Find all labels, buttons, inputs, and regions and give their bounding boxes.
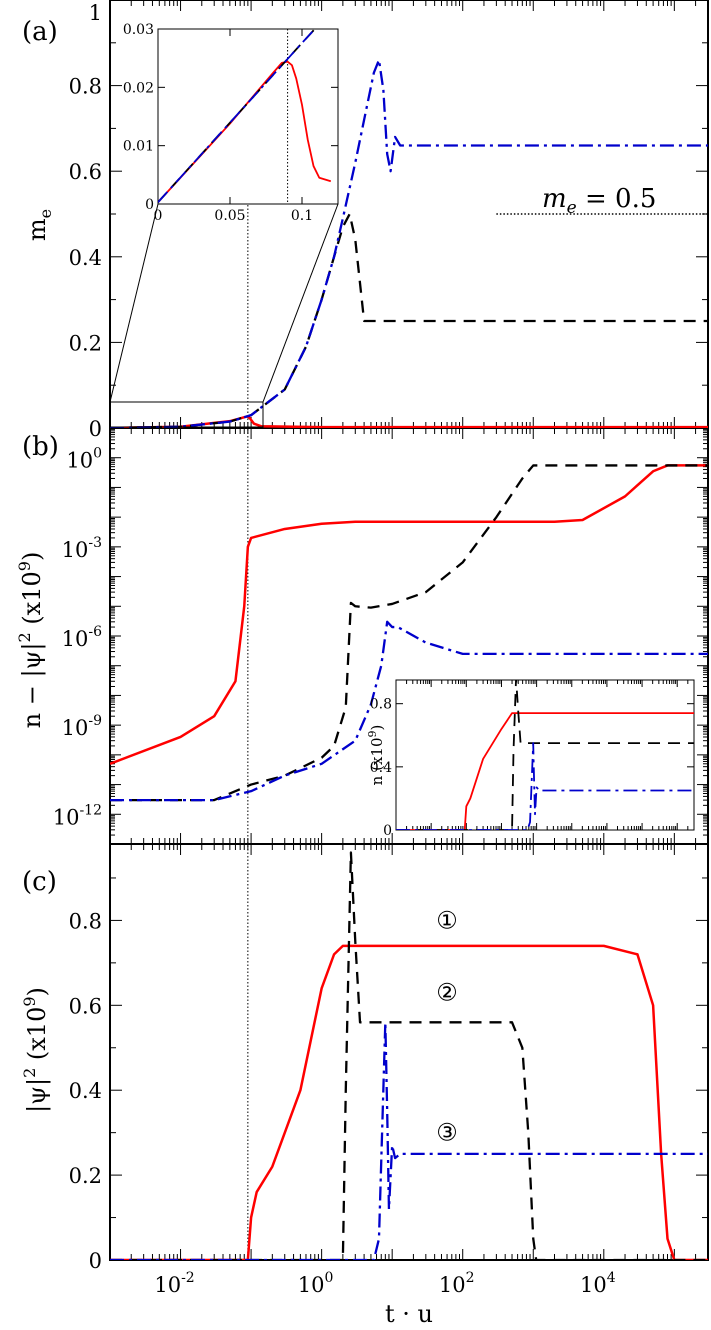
- panel-a-series-1: [110, 415, 708, 428]
- panel-a-series-2: [110, 212, 708, 428]
- panel-b-series-2: [110, 464, 708, 802]
- inset-a-series: [158, 29, 332, 203]
- panel-b-inset: 0 0.4 0.8 n (x109): [366, 679, 695, 839]
- panel-c-tag: (c): [22, 867, 57, 897]
- inset-b-ticks: 0 0.4 0.8: [370, 680, 695, 839]
- panel-b-tag: (b): [22, 432, 59, 462]
- panel-b-ylabel: n − |ψ|2 (x109): [15, 552, 47, 729]
- inset-b-y-tick-label: 0.8: [370, 697, 392, 713]
- curve-label-3: ③: [436, 1119, 458, 1147]
- panel-b-y-tick-label-1: 10-9: [62, 713, 102, 740]
- panel-c-series-1: [110, 944, 708, 1260]
- x-tick-label-2: 102: [439, 1270, 475, 1297]
- panel-b-y-tick-label-2: 10-6: [62, 624, 102, 651]
- inset-a-x-tick-label: 0.1: [291, 208, 313, 224]
- inset-a-y-tick-label: 0: [145, 197, 154, 213]
- inset-a-ticks: 0 0.05 0.1 0 0.01 0.02 0.03: [123, 22, 338, 224]
- x-tick-label-3: 104: [580, 1270, 616, 1297]
- inset-a-x-tick-label: 0: [154, 208, 163, 224]
- zoom-indicator: [109, 203, 339, 428]
- panel-c-y-tick-label: 0.8: [69, 909, 102, 933]
- panel-c-ylabel: |ψ|2 (x109): [20, 987, 52, 1113]
- panel-b-series: [110, 464, 708, 802]
- panel-b-y-tick-label-3: 10-3: [62, 535, 102, 562]
- panel-c-series-3: [110, 1021, 708, 1260]
- panel-b-y-tick-label-4: 100: [66, 446, 102, 473]
- inset-a-series-1: [158, 60, 332, 203]
- panel-c-y-tick-label: 0.6: [69, 994, 102, 1018]
- panel-b-series-1: [110, 464, 708, 765]
- panel-a-y-tick-label: 0.8: [69, 75, 102, 99]
- inset-b-y-tick-label: 0: [383, 823, 392, 839]
- inset-a-x-tick-label: 0.05: [214, 208, 245, 224]
- panel-c-frame: [109, 843, 709, 1261]
- panel-a-y-tick-label: 1: [89, 1, 102, 25]
- panel-a-series: [110, 58, 708, 428]
- panel-a-ticks: 0 0.2 0.4 0.6 0.8 1: [69, 0, 709, 441]
- inset-a-series-2: [158, 29, 317, 203]
- x-tick-label-1: 100: [298, 1270, 334, 1297]
- inset-b-series: [396, 680, 694, 830]
- panel-a-y-tick-label: 0.4: [69, 246, 102, 270]
- me-annotation: me = 0.5: [542, 184, 656, 218]
- panel-a-tag: (a): [22, 17, 58, 47]
- panel-a-ylabel: me: [23, 209, 55, 241]
- panel-c-ticks: 10-2 100 102 104 0 0.2 0.4 0.6 0.8: [69, 844, 709, 1297]
- curve-label-2: ②: [436, 979, 458, 1007]
- panel-a-y-tick-label: 0.6: [69, 160, 102, 184]
- panel-b-series-3: [110, 620, 708, 802]
- panel-b-y-tick-label-0: 10-12: [53, 802, 102, 829]
- panel-c-y-tick-label: 0.4: [69, 1079, 102, 1103]
- panel-c-series: [110, 851, 708, 1260]
- panel-a-inset: 0 0.05 0.1 0 0.01 0.02 0.03: [123, 22, 339, 224]
- inset-b-y-tick-label: 0.4: [370, 760, 392, 776]
- panel-c-series-2: [110, 851, 708, 1260]
- panel-c-y-tick-label: 0.2: [69, 1164, 102, 1188]
- panel-b-ticks: 10-12 10-9 10-6 10-3 100: [53, 427, 709, 845]
- inset-b-ylabel: n (x109): [366, 725, 386, 786]
- x-tick-label-0: 10-2: [154, 1270, 194, 1297]
- panel-c-y-tick-label: 0: [89, 1249, 102, 1273]
- panel-a-y-tick-label: 0: [89, 417, 102, 441]
- panel-a-y-tick-label: 0.2: [69, 331, 102, 355]
- curve-label-1: ①: [436, 906, 458, 934]
- inset-b-series-1: [396, 712, 694, 830]
- inset-a-y-tick-label: 0.01: [123, 139, 154, 155]
- inset-a-y-tick-label: 0.02: [123, 80, 154, 96]
- x-axis-label: t · u: [385, 1300, 433, 1328]
- panel-a-series-3: [110, 58, 708, 428]
- inset-a-y-tick-label: 0.03: [123, 22, 154, 38]
